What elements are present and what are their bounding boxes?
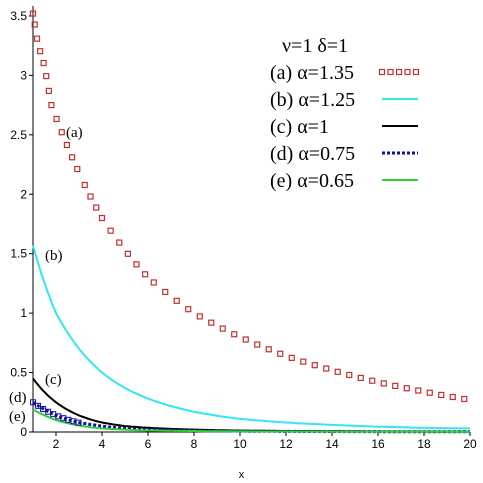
legend-entry-label: (c) α=1 [270,116,329,138]
y-tick-label: 0.5 [10,366,27,380]
series-point-a [300,358,307,365]
series-point-a [415,387,422,394]
series-point-a [219,325,226,332]
legend-entry-label: (b) α=1.25 [270,89,355,111]
series-point-a [380,380,387,387]
series-point-a [277,350,284,357]
curve-labels: (a) (b) (c) (d) (e) [9,125,83,425]
y-tick-label: 3 [20,68,27,82]
series-point-a [162,288,169,296]
x-tick-label: 2 [53,437,60,451]
series-point-a [43,72,50,80]
series-point-a [231,331,238,338]
y-tick-label: 1 [20,306,27,320]
y-tick-label: 2.5 [10,128,27,142]
series-point-a [288,354,295,361]
series-point-a [40,59,47,67]
series-point-a [265,346,272,353]
series-point-a [124,250,131,257]
series-point-a [116,239,123,246]
y-tick-label: 1.5 [10,247,27,261]
series-point-a [45,87,52,95]
series-point-a [87,193,94,200]
curve-label-a: (a) [66,125,83,141]
series-point-a [29,10,37,17]
x-tick-label: 8 [191,437,198,451]
series-point-a [196,313,203,320]
series-point-d [35,402,42,409]
x-tick-label: 12 [279,437,293,451]
series-point-a [438,391,445,399]
legend-swatch [387,68,394,76]
series-point-a [107,227,114,234]
series-point-a [426,389,433,396]
series-point-a [48,101,55,109]
curve-label-e: (e) [9,409,26,425]
x-axis-label: x [239,469,245,481]
series-point-a [254,341,261,348]
series-point-a [142,271,149,278]
legend-swatch [378,68,386,76]
series-point-a [403,385,410,392]
series-line-b [32,245,470,430]
series-point-a [392,382,399,389]
axes: 0 0.5 1 1.5 2 2.5 3 3.5 2 4 6 8 10 12 14 16 18 20 [10,6,477,451]
series-point-a [449,393,456,401]
plot-area [29,10,471,434]
series-point-a [68,154,76,161]
legend-entry-label: (a) α=1.35 [270,62,354,84]
y-tick-label: 2 [20,187,27,201]
series-point-a [346,371,353,379]
legend: ν=1 δ=1 (a) α=1.35 (b) α=1.25 (c) α=1 (d) α… [270,35,420,192]
series-point-a [133,261,140,268]
curve-label-b: (b) [45,248,63,264]
series-point-a [74,165,81,173]
series-point-a [37,48,44,55]
legend-entry-label: (d) α=0.75 [270,143,355,165]
series-line-e [32,408,470,433]
series-point-a [53,115,60,123]
y-tick-label: 0 [20,425,27,439]
legend-entry-label: (e) α=0.65 [270,170,354,192]
series-point-a [81,181,88,189]
series-point-a [323,365,330,372]
legend-swatch [404,68,411,76]
x-tick-label: 20 [463,437,477,451]
series-point-a [58,129,65,136]
x-tick-label: 14 [325,437,339,451]
legend-swatch [395,68,403,76]
series-point-a [31,21,38,28]
curve-label-c: (c) [45,372,62,388]
curve-label-d: (d) [9,390,27,406]
x-tick-label: 6 [145,437,152,451]
series-point-a [311,362,318,369]
series-point-a [357,374,364,382]
series-point-a [33,35,41,42]
x-tick-label: 10 [233,437,247,451]
series-point-a [173,297,180,304]
legend-swatch [412,68,420,76]
x-tick-label: 4 [99,437,106,451]
series-point-a [98,214,106,222]
series-point-a [185,306,192,313]
legend-title: ν=1 δ=1 [282,35,348,57]
x-tick-label: 18 [417,437,431,451]
y-tick-label: 3.5 [10,9,27,23]
series-point-a [63,141,71,149]
series-point-a [150,279,157,286]
x-tick-label: 16 [371,437,385,451]
series-point-a [369,377,376,384]
series-point-a [334,368,341,375]
series-point-d [30,399,36,406]
series-point-a [242,336,249,343]
series-point-a [93,204,100,211]
series-point-a [208,319,215,326]
series-point-a [461,395,468,403]
series-point-d [75,419,82,426]
